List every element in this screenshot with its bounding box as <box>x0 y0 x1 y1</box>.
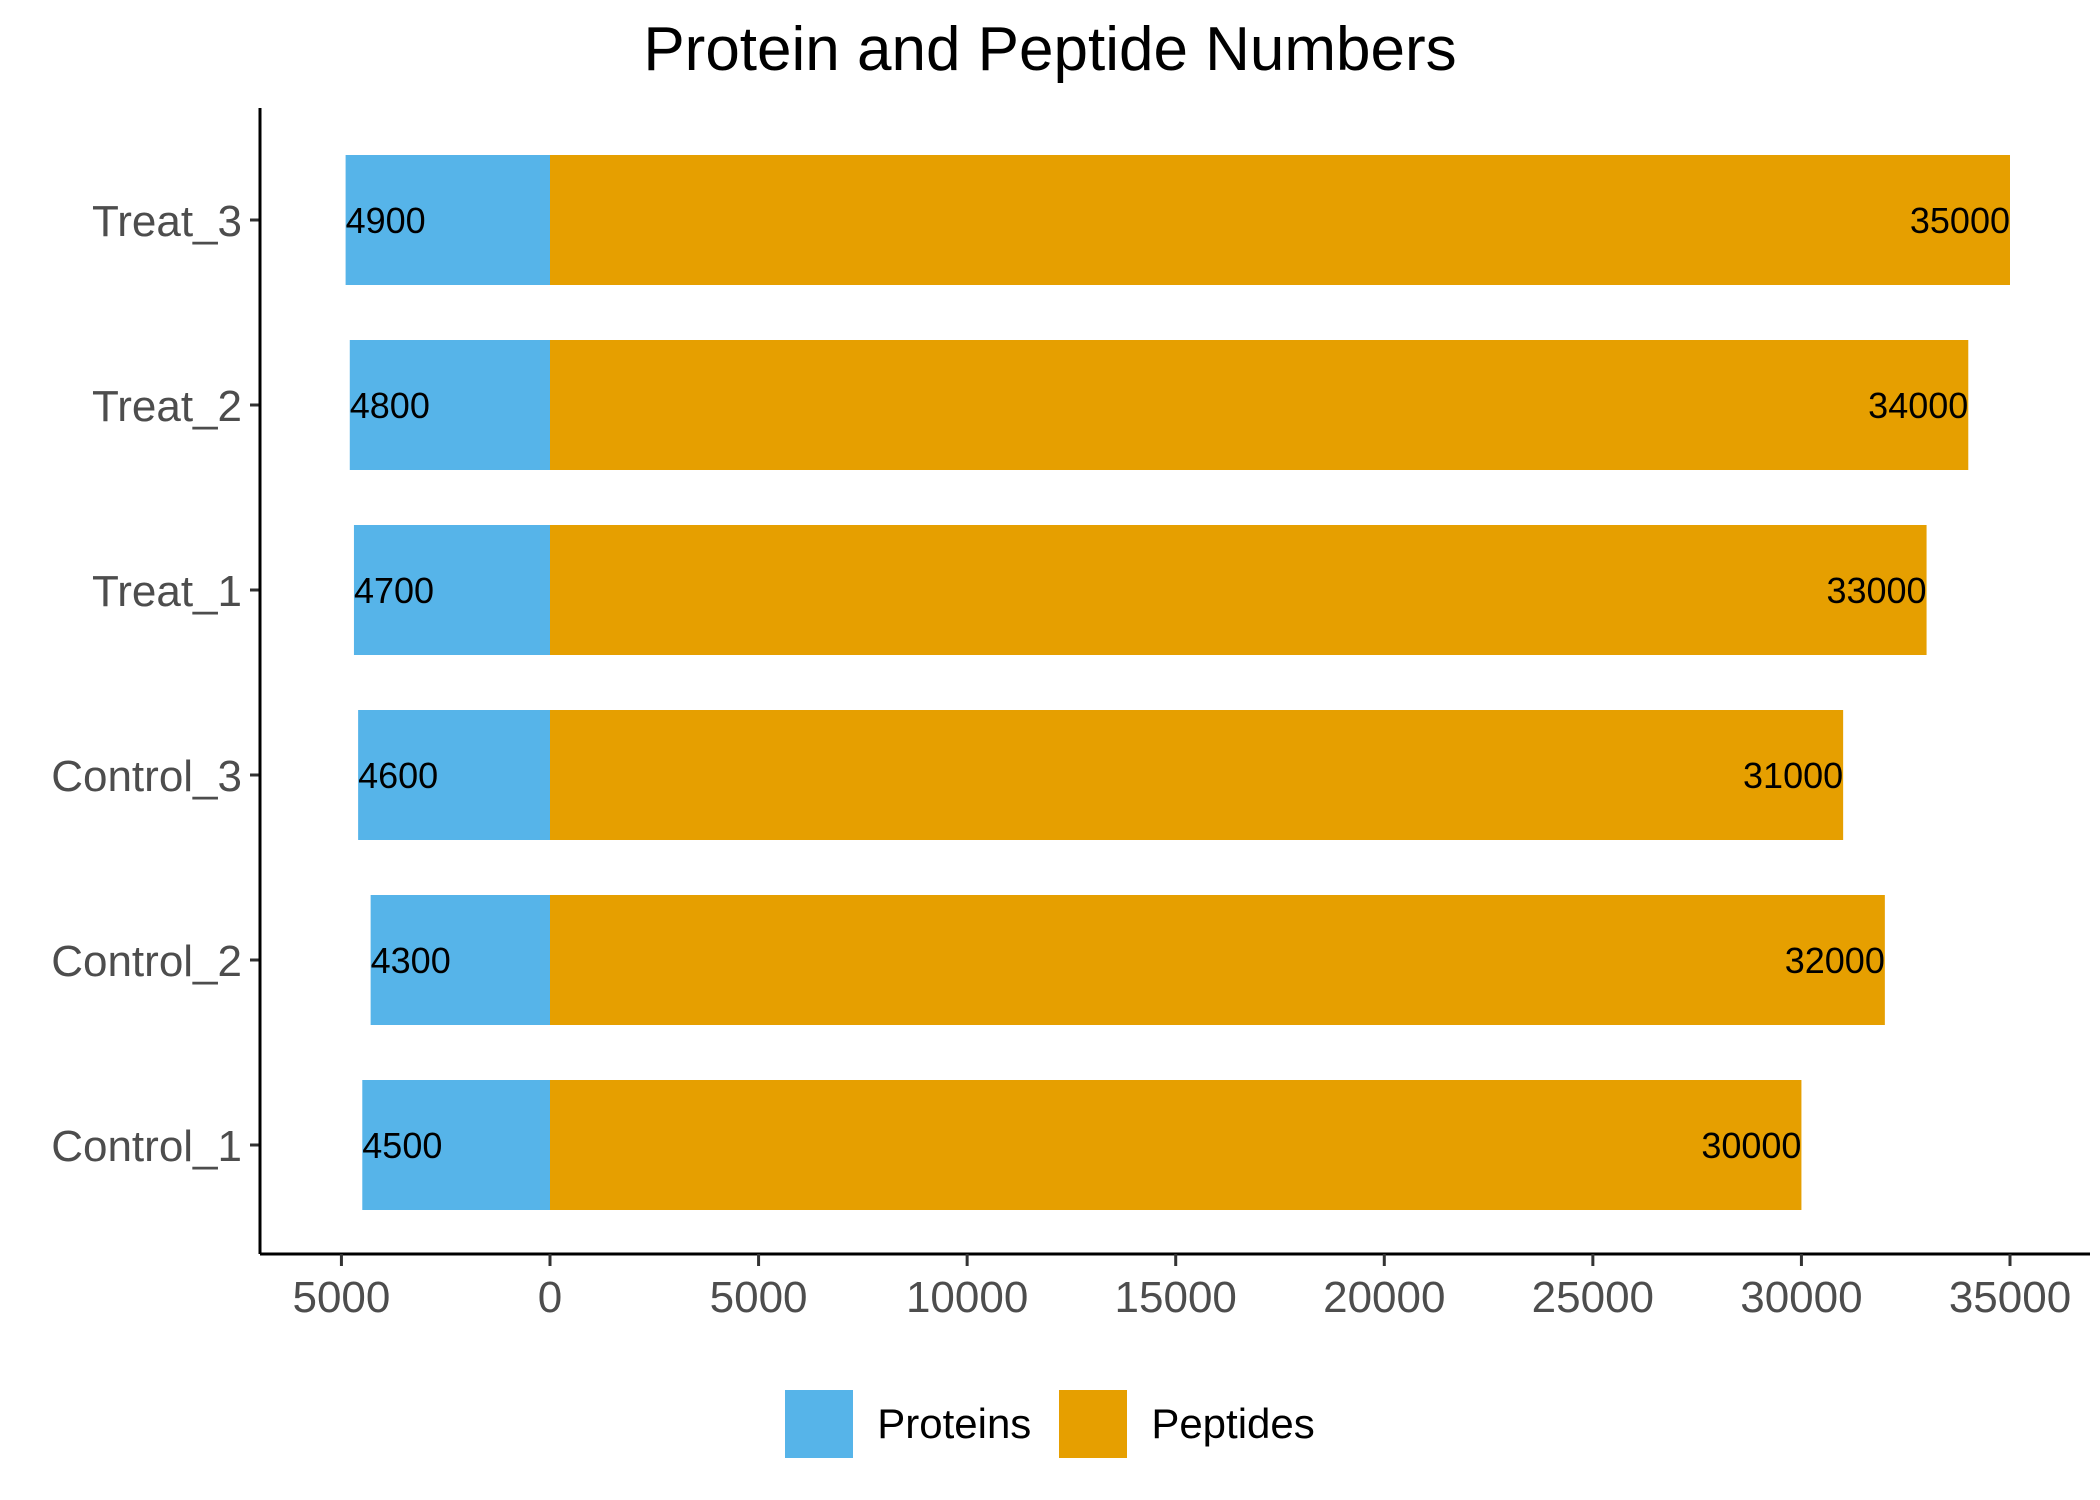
legend: Proteins Peptides <box>0 1390 2100 1458</box>
x-tick-label-6: 25000 <box>1532 1273 1654 1322</box>
data-label-peptides-control_2: 32000 <box>1785 940 1885 981</box>
bar-proteins-treat_3 <box>345 155 550 285</box>
bar-proteins-treat_2 <box>349 340 550 470</box>
data-label-proteins-control_3: 4600 <box>358 755 438 796</box>
legend-label-peptides: Peptides <box>1151 1400 1315 1447</box>
data-label-peptides-treat_3: 35000 <box>1910 200 2010 241</box>
x-tick-label-4: 15000 <box>1115 1273 1237 1322</box>
bar-peptides-control_1 <box>550 1080 1802 1210</box>
x-tick-label-7: 30000 <box>1740 1273 1862 1322</box>
legend-swatch-peptides <box>1059 1390 1128 1458</box>
x-tick-label-5: 20000 <box>1323 1273 1445 1322</box>
bar-peptides-control_2 <box>550 895 1885 1025</box>
y-tick-label-treat_3: Treat_3 <box>92 197 242 246</box>
bar-peptides-treat_1 <box>550 525 1927 655</box>
data-label-proteins-control_1: 4500 <box>362 1125 442 1166</box>
data-label-proteins-treat_3: 4900 <box>346 200 426 241</box>
y-tick-label-control_1: Control_1 <box>51 1122 242 1171</box>
data-label-proteins-treat_1: 4700 <box>354 570 434 611</box>
y-tick-label-control_2: Control_2 <box>51 937 242 986</box>
legend-item-proteins: Proteins <box>785 1390 1031 1458</box>
chart-title: Protein and Peptide Numbers <box>643 15 1457 84</box>
x-tick-label-8: 35000 <box>1949 1273 2071 1322</box>
x-tick-label-3: 10000 <box>906 1273 1028 1322</box>
bar-peptides-treat_2 <box>550 340 1969 470</box>
bar-peptides-treat_3 <box>550 155 2010 285</box>
bar-proteins-treat_1 <box>353 525 550 655</box>
x-tick-label-1: 0 <box>538 1273 562 1322</box>
y-tick-label-control_3: Control_3 <box>51 752 242 801</box>
x-tick-label-0: 5000 <box>292 1273 390 1322</box>
legend-item-peptides: Peptides <box>1059 1390 1315 1458</box>
bar-peptides-control_3 <box>550 710 1844 840</box>
data-label-peptides-control_3: 31000 <box>1743 755 1843 796</box>
data-label-peptides-treat_1: 33000 <box>1826 570 1926 611</box>
bar-proteins-control_2 <box>370 895 550 1025</box>
x-tick-label-2: 5000 <box>710 1273 808 1322</box>
data-label-peptides-treat_2: 34000 <box>1868 385 1968 426</box>
y-tick-label-treat_2: Treat_2 <box>92 382 242 431</box>
data-label-peptides-control_1: 30000 <box>1701 1125 1801 1166</box>
data-label-proteins-treat_2: 4800 <box>350 385 430 426</box>
bar-proteins-control_3 <box>358 710 550 840</box>
y-tick-label-treat_1: Treat_1 <box>92 567 242 616</box>
legend-swatch-proteins <box>785 1390 854 1458</box>
legend-label-proteins: Proteins <box>877 1400 1032 1447</box>
data-label-proteins-control_2: 4300 <box>371 940 451 981</box>
bar-proteins-control_1 <box>362 1080 550 1210</box>
